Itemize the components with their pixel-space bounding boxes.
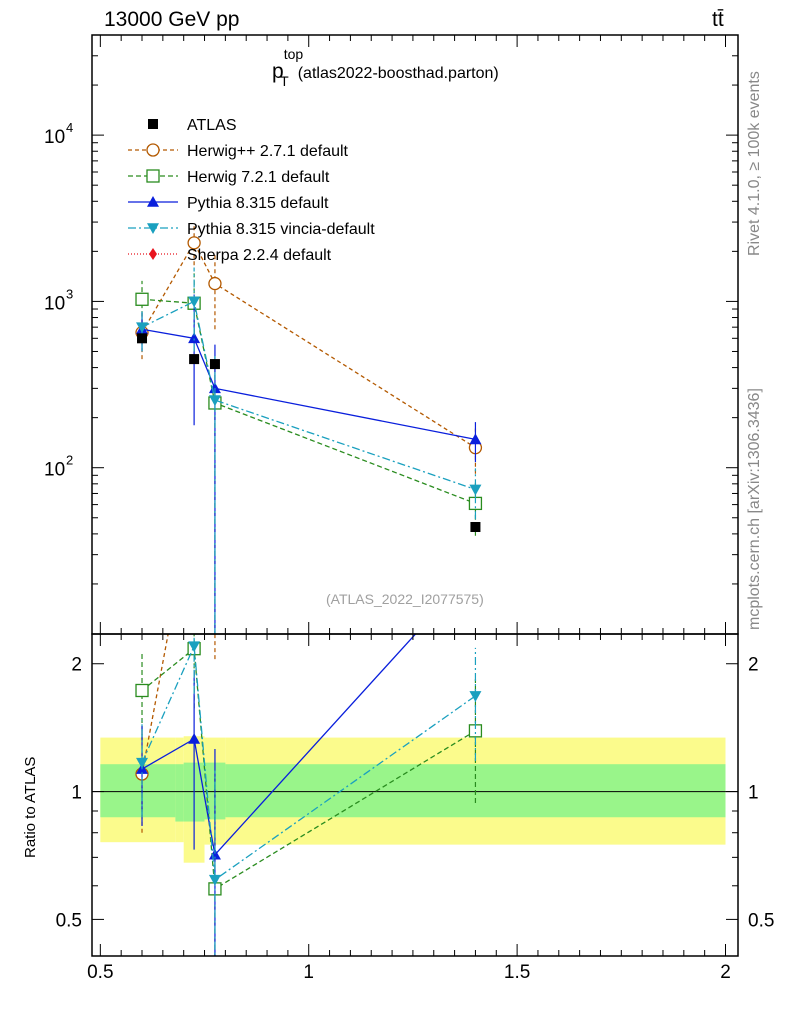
ratio-y-tick-label-right: 0.5 [748,910,774,931]
mcplots-label: mcplots.cern.ch [arXiv:1306.3436] [746,388,763,630]
ratio-frame [91,633,739,957]
series-point [469,484,482,496]
ratio-series-line [141,647,476,890]
series-point [208,395,221,407]
main-y-tick-exponent: 3 [66,286,73,301]
legend-label: Pythia 8.315 vincia-default [187,221,375,238]
chart-title: ptop T (atlas2022-boosthad.parton) [272,46,499,89]
legend-label: Herwig++ 2.7.1 default [187,143,349,160]
legend-marker [146,169,160,183]
main-y-tick-label: 10 [44,460,65,481]
ratio-point [208,874,221,886]
title-sub: T [280,73,289,89]
ratio-point [136,757,149,769]
legend-marker [147,223,159,234]
series-point [136,322,149,334]
series-line [141,298,476,505]
series-point [187,236,201,250]
series-line [141,328,476,441]
legend-label: Pythia 8.315 default [187,195,329,212]
main-y-tick-label: 10 [44,293,65,314]
series-line [141,300,476,491]
legend-marker [148,119,158,129]
legend-label: Sherpa 2.2.4 default [187,247,332,264]
title-sup: top [283,46,304,62]
ratio-point [135,683,149,698]
x-tick-label: 2 [720,962,731,983]
series-point [208,382,221,394]
series-point [135,292,149,306]
x-tick-label: 0.5 [87,962,113,983]
legend-label: ATLAS [187,117,237,134]
legend-marker [149,248,157,260]
main-y-tick-label: 10 [44,127,65,148]
atlas-data-point [209,359,220,370]
legend: ATLAS Herwig++ 2.7.1 default Herwig 7.2.1 … [128,117,375,264]
watermark: (ATLAS_2022_I2077575) [326,591,484,607]
ratio-point [188,489,200,501]
atlas-data-point [137,333,148,344]
ratio-y-tick-label-right: 2 [748,655,759,676]
title-analysis: (atlas2022-boosthad.parton) [297,65,499,82]
x-tick-label: 1 [303,962,314,983]
series-point [188,296,201,308]
main-plot [135,223,483,634]
ratio-band-inner [175,764,184,822]
x-tick-label: 1.5 [504,962,530,983]
ratio-point [188,732,201,744]
main-y-tick-exponent: 2 [66,453,73,468]
legend-label: Herwig 7.2.1 default [187,169,330,186]
atlas-data-point [470,521,481,532]
series-line [141,241,476,449]
ratio-plot [92,489,738,956]
legend-marker [146,143,160,157]
ratio-series-line [141,643,476,881]
series-point [469,433,482,445]
ratio-point [208,848,221,860]
ratio-y-tick-label: 1 [71,783,82,804]
ratio-y-tick-label: 0.5 [56,910,82,931]
energy-label: 13000 GeV pp [104,8,240,31]
ratio-y-tick-label: 2 [71,655,82,676]
ratio-y-tick-label-right: 1 [748,783,759,804]
title-main: p [272,60,284,83]
series-point [208,276,222,291]
ratio-point [469,691,482,702]
ratio-point [469,562,481,573]
ratio-ylabel: Ratio to ATLAS [22,756,39,858]
process-label: tt̄ [712,8,724,31]
ratio-series-line [141,634,417,857]
series-point [188,332,201,344]
atlas-data-point [189,354,200,365]
ratio-point [188,641,201,653]
main-y-tick-exponent: 4 [66,120,73,135]
rivet-label: Rivet 4.1.0, ≥ 100k events [746,71,763,256]
legend-marker [147,196,159,207]
